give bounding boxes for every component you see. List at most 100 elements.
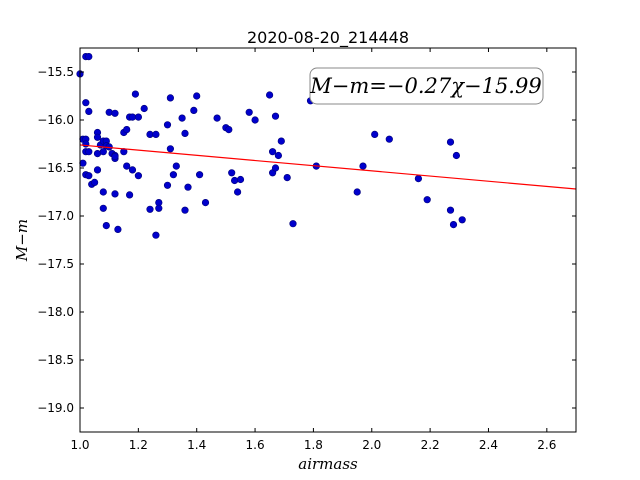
data-point xyxy=(228,169,236,177)
x-tick-label: 2.4 xyxy=(479,438,498,452)
data-point xyxy=(172,162,180,170)
data-point xyxy=(126,191,134,199)
data-point xyxy=(423,196,431,204)
data-point xyxy=(289,220,297,228)
data-point xyxy=(446,138,455,146)
data-point xyxy=(269,148,277,156)
x-tick-label: 1.2 xyxy=(129,438,148,452)
data-point xyxy=(166,94,174,102)
data-point xyxy=(169,171,177,179)
data-point xyxy=(134,113,142,121)
data-point xyxy=(225,126,233,134)
equation-box-frame xyxy=(309,67,544,105)
data-point xyxy=(236,175,245,184)
data-point xyxy=(181,129,189,137)
data-point xyxy=(266,91,274,99)
x-tick-label: 1.4 xyxy=(187,438,206,452)
data-point xyxy=(196,171,204,179)
data-point xyxy=(114,225,122,233)
data-point xyxy=(201,199,210,207)
data-point xyxy=(271,164,280,172)
y-tick-label: −17.5 xyxy=(37,257,74,271)
data-point xyxy=(178,114,186,122)
data-point xyxy=(245,108,253,116)
x-tick-label: 1.8 xyxy=(304,438,323,452)
y-tick-label: −19.0 xyxy=(37,401,74,415)
data-point xyxy=(251,116,259,124)
data-point xyxy=(385,135,393,143)
fit-equation-box: M−m=−0.27χ−15.99 xyxy=(309,67,544,105)
x-axis-label: airmass xyxy=(298,455,358,473)
data-point xyxy=(99,148,107,156)
data-point xyxy=(123,162,131,170)
data-point xyxy=(82,140,90,148)
data-point xyxy=(79,159,87,167)
x-tick-label: 2.6 xyxy=(537,438,556,452)
data-point xyxy=(123,126,131,134)
data-point xyxy=(146,205,154,213)
x-tick-label: 2.0 xyxy=(362,438,381,452)
x-axis-ticks: 1.0 1.2 1.4 1.6 1.8 2.0 2.2 2.4 2.6 xyxy=(70,48,556,452)
data-point xyxy=(193,92,201,100)
data-point xyxy=(85,107,93,115)
data-point xyxy=(93,133,102,141)
data-point xyxy=(359,162,367,170)
x-tick-label: 1.0 xyxy=(70,438,89,452)
data-point xyxy=(181,206,189,214)
data-point xyxy=(134,172,142,180)
data-point xyxy=(128,166,137,174)
data-point xyxy=(152,231,160,239)
y-tick-label: −16.0 xyxy=(37,113,74,127)
data-point xyxy=(163,181,172,189)
data-point xyxy=(102,222,110,230)
y-tick-label: −17.0 xyxy=(37,209,74,223)
y-axis-ticks: −15.5 −16.0 −16.5 −17.0 −17.5 −18.0 −18.5 −19.0 xyxy=(37,65,576,415)
data-point xyxy=(271,112,280,120)
y-axis-label: M−m xyxy=(13,219,31,262)
data-point xyxy=(140,104,148,113)
data-point xyxy=(99,204,107,212)
data-point xyxy=(353,188,361,196)
data-point xyxy=(111,190,119,198)
data-point xyxy=(90,178,99,186)
data-point xyxy=(82,99,90,107)
fit-line xyxy=(79,144,577,190)
data-point xyxy=(163,121,172,129)
plot-area xyxy=(80,48,576,432)
y-tick-label: −16.5 xyxy=(37,161,74,175)
data-point xyxy=(274,151,283,160)
chart-title: 2020-08-20_214448 xyxy=(247,28,409,48)
data-point xyxy=(99,188,107,196)
data-point xyxy=(184,183,192,191)
data-point xyxy=(414,175,423,183)
data-point xyxy=(93,166,102,174)
data-point xyxy=(277,137,285,145)
data-point xyxy=(234,188,242,196)
data-point xyxy=(85,148,93,156)
data-point xyxy=(131,90,139,98)
data-point xyxy=(152,130,160,138)
x-tick-label: 2.2 xyxy=(421,438,440,452)
y-tick-label: −18.5 xyxy=(37,353,74,367)
data-point xyxy=(231,176,239,185)
data-points xyxy=(76,52,466,239)
data-point xyxy=(155,204,163,212)
data-point xyxy=(105,108,113,116)
data-point xyxy=(111,109,119,117)
y-tick-label: −15.5 xyxy=(37,65,74,79)
data-point xyxy=(85,172,93,180)
data-point xyxy=(85,52,93,61)
data-point xyxy=(111,152,119,161)
plot-frame xyxy=(79,47,577,433)
data-point xyxy=(213,114,221,122)
x-tick-label: 1.6 xyxy=(246,438,265,452)
data-point xyxy=(190,106,198,114)
y-tick-label: −18.0 xyxy=(37,305,74,319)
data-point xyxy=(166,145,174,153)
data-point xyxy=(458,216,466,224)
data-point xyxy=(283,174,291,182)
fit-equation: M−m=−0.27χ−15.99 xyxy=(309,74,541,98)
data-point xyxy=(446,206,455,214)
data-point xyxy=(371,130,379,138)
